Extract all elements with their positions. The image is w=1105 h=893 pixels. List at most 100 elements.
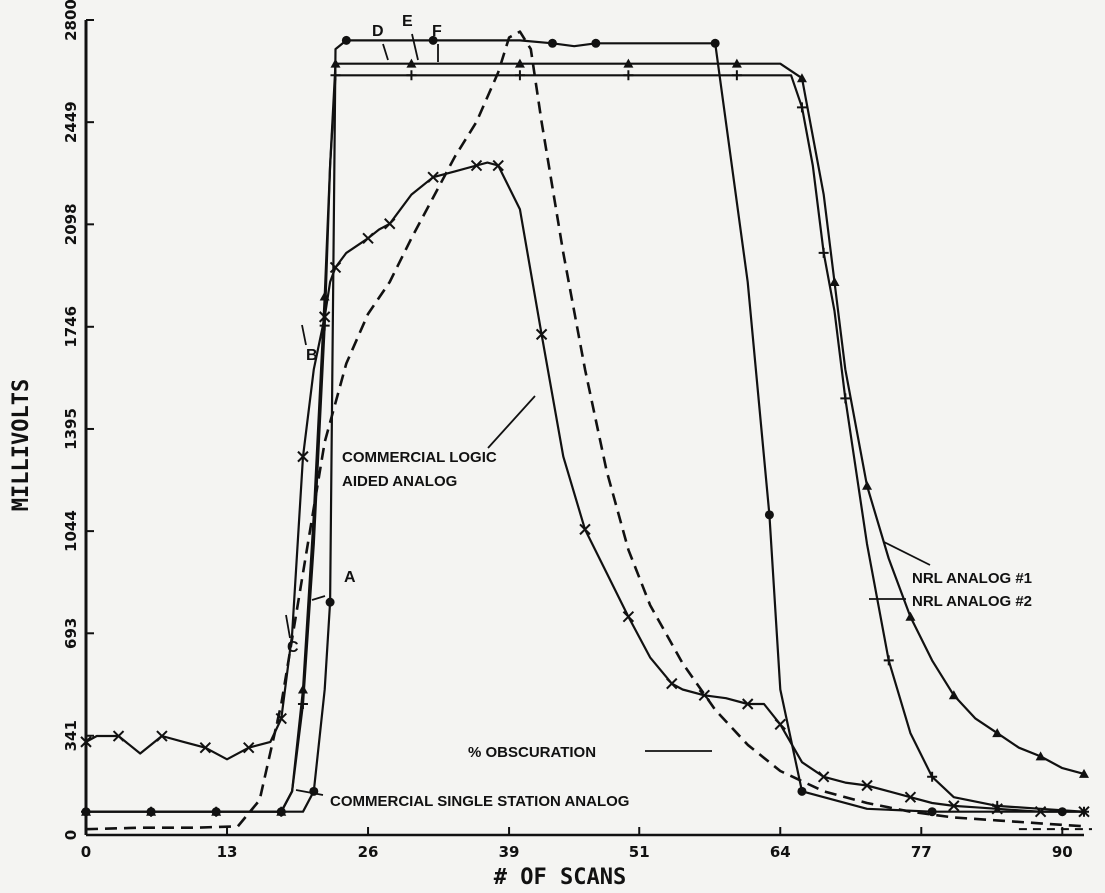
leader-letter-a (311, 595, 326, 601)
point-marker (829, 276, 840, 286)
point-marker (742, 698, 754, 710)
data-point (276, 806, 287, 817)
point-marker (796, 73, 807, 83)
data-point (698, 689, 711, 701)
point-marker (406, 70, 417, 81)
point-marker (710, 38, 720, 48)
data-point (384, 218, 396, 230)
data-point (905, 611, 916, 621)
data-point (764, 510, 774, 520)
x-tick-label: 64 (770, 843, 791, 861)
series-line-3 (86, 74, 1085, 813)
point-marker (883, 655, 894, 666)
data-point (427, 171, 439, 183)
leader-letter-c (285, 614, 291, 639)
point-marker (591, 38, 601, 48)
point-marker (80, 736, 92, 748)
point-marker (276, 806, 287, 817)
data-point (211, 806, 222, 817)
point-marker (112, 730, 125, 742)
annotation-letter-c: C (287, 639, 299, 656)
point-marker (992, 728, 1003, 738)
point-marker (243, 741, 255, 754)
x-tick-label: 0 (81, 843, 91, 861)
data-point (297, 699, 308, 710)
point-marker (470, 159, 483, 172)
data-point (80, 736, 92, 748)
data-point (623, 70, 634, 81)
y-tick-label: 341 (62, 720, 80, 751)
point-marker (547, 38, 557, 48)
point-marker (666, 677, 678, 690)
series-line-0 (86, 39, 1084, 813)
leader-nrl1 (883, 541, 931, 566)
data-point (817, 771, 830, 783)
point-marker (774, 718, 786, 731)
data-point (428, 35, 438, 45)
point-marker (623, 70, 634, 81)
y-tick-label: 2098 (62, 203, 80, 245)
data-point (406, 70, 417, 81)
data-point (1079, 806, 1089, 817)
point-marker (731, 58, 742, 68)
series-line-4 (85, 30, 1085, 831)
point-marker (948, 690, 959, 700)
point-marker (199, 741, 212, 754)
data-point (883, 655, 894, 666)
data-point (406, 58, 417, 68)
data-point (818, 247, 829, 258)
leader-letter-e (411, 33, 419, 61)
data-point (731, 70, 742, 81)
point-marker (81, 806, 91, 817)
point-marker (948, 800, 960, 812)
point-marker (384, 218, 396, 230)
point-marker (341, 35, 351, 45)
data-point (622, 610, 635, 623)
leader-single-station (295, 789, 324, 796)
annotation-logic-line2: AIDED ANALOG (342, 473, 457, 490)
data-point (362, 232, 374, 245)
point-marker (146, 806, 157, 817)
data-point (591, 38, 601, 48)
data-point (325, 597, 335, 607)
point-marker (904, 791, 917, 803)
data-point (492, 159, 504, 172)
y-tick-label: 693 (62, 618, 80, 649)
x-tick-label: 39 (499, 843, 520, 861)
data-point (861, 779, 873, 792)
point-marker (319, 320, 330, 331)
data-point (862, 480, 873, 490)
point-marker (622, 610, 635, 623)
point-marker (992, 800, 1003, 811)
data-point (156, 730, 168, 742)
annotation-letter-e: E (402, 13, 413, 30)
data-point (329, 261, 342, 274)
x-tick-label: 77 (911, 843, 932, 861)
data-point (948, 800, 960, 812)
data-point (904, 791, 917, 803)
point-marker (329, 261, 342, 274)
point-marker (492, 159, 504, 172)
annotation-letter-d: D (372, 23, 384, 40)
point-marker (330, 58, 341, 68)
data-point (470, 159, 483, 172)
y-axis-title: MILLIVOLTS (9, 379, 34, 511)
point-marker (156, 730, 168, 742)
y-tick-label: 1044 (62, 510, 80, 552)
point-marker (796, 102, 807, 113)
data-point (1079, 768, 1089, 778)
point-marker (927, 807, 937, 817)
leader-letter-b (301, 324, 307, 346)
point-marker (797, 786, 807, 796)
y-tick-label: 1746 (62, 306, 80, 348)
data-point (579, 523, 591, 536)
data-point (927, 807, 937, 817)
point-marker (211, 806, 222, 817)
annotation-logic-line1: COMMERCIAL LOGIC (342, 449, 497, 466)
annotation-letter-a: A (344, 569, 356, 586)
point-marker (406, 58, 417, 68)
data-point (927, 771, 938, 782)
point-marker (623, 58, 634, 68)
